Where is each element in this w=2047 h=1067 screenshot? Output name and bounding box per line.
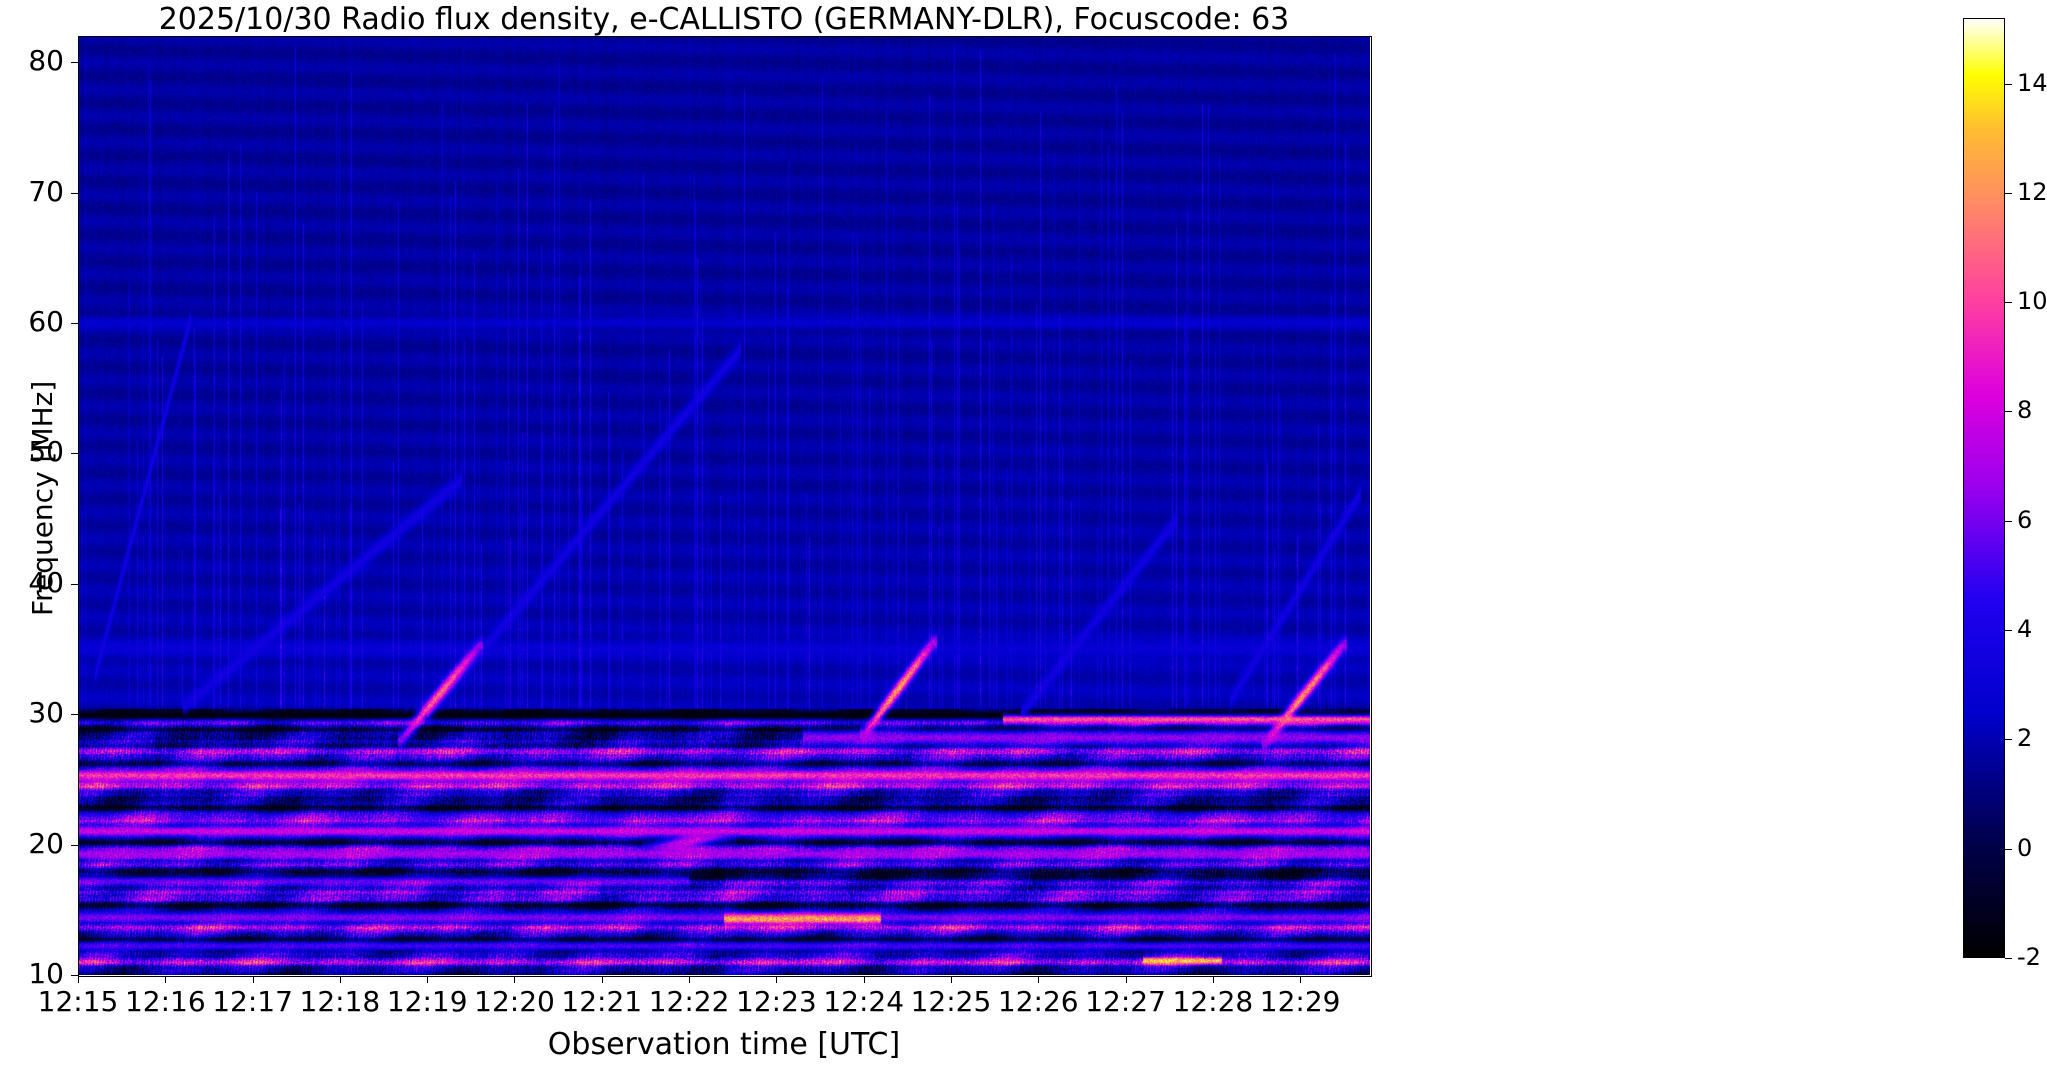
colorbar-tick-mark [2005,849,2012,850]
colorbar-tick-mark [2005,521,2012,522]
y-tick-mark [71,845,78,846]
x-tick-mark [340,976,341,983]
x-tick-mark [776,976,777,983]
y-axis-label: Frequency [MHz] [26,380,59,616]
colorbar-tick-mark [2005,193,2012,194]
x-tick-label: 12:17 [212,985,293,1018]
x-tick-mark [253,976,254,983]
colorbar-tick-label: 14 [2017,68,2047,97]
x-tick-mark [1038,976,1039,983]
spectrogram-plot[interactable] [78,36,1370,975]
colorbar-tick-mark [2005,411,2012,412]
colorbar-tick-label: 4 [2017,615,2033,644]
y-tick-mark [71,714,78,715]
x-tick-label: 12:16 [124,985,206,1018]
x-tick-label: 12:26 [997,985,1079,1018]
colorbar-tick-mark [2005,84,2012,85]
x-tick-label: 12:22 [648,985,730,1018]
x-tick-mark [864,976,865,983]
colorbar-tick-label: 2 [2017,724,2033,753]
colorbar-gradient [1964,19,2004,957]
colorbar-tick-label: 10 [2017,287,2047,316]
colorbar[interactable] [1963,18,2005,958]
x-axis-label: Observation time [UTC] [547,1027,901,1062]
y-tick-label: 20 [28,826,64,860]
y-tick-label: 10 [28,957,64,990]
colorbar-tick-label: -2 [2017,943,2041,971]
colorbar-tick-mark [2005,630,2012,631]
x-tick-mark [689,976,690,983]
x-tick-mark [427,976,428,983]
x-tick-mark [1213,976,1214,983]
x-tick-label: 12:28 [1172,985,1254,1018]
colorbar-tick-label: 0 [2017,833,2033,862]
colorbar-tick-label: 8 [2017,396,2033,425]
x-tick-label: 12:18 [299,985,381,1018]
x-tick-mark [951,976,952,983]
y-tick-mark [71,62,78,63]
x-tick-mark [1300,976,1301,983]
colorbar-tick-mark [2005,302,2012,303]
colorbar-tick-mark [2005,958,2012,959]
x-tick-mark [514,976,515,983]
x-tick-label: 12:27 [1085,985,1166,1018]
x-tick-label: 12:24 [823,985,905,1018]
y-tick-mark [71,975,78,976]
y-tick-label: 30 [28,696,64,730]
x-tick-label: 12:19 [386,985,468,1018]
x-tick-label: 12:15 [37,985,119,1018]
y-tick-label: 50 [28,435,64,469]
x-tick-mark [165,976,166,983]
y-tick-mark [71,193,78,194]
colorbar-tick-label: 12 [2017,177,2047,206]
x-tick-mark [602,976,603,983]
x-tick-label: 12:21 [561,985,643,1018]
y-tick-label: 60 [28,304,64,338]
colorbar-tick-mark [2005,739,2012,740]
y-tick-label: 80 [28,44,64,78]
x-tick-mark [1126,976,1127,983]
y-tick-mark [71,453,78,454]
x-tick-label: 12:23 [736,985,817,1018]
colorbar-tick-label: 6 [2017,505,2033,534]
x-tick-label: 12:29 [1259,985,1341,1018]
page-title: 2025/10/30 Radio flux density, e-CALLIST… [158,2,1290,37]
spectrogram-canvas[interactable] [78,36,1370,975]
x-tick-mark [78,976,79,983]
x-tick-label: 12:20 [474,985,555,1018]
y-tick-mark [71,323,78,324]
x-tick-label: 12:25 [910,985,992,1018]
y-tick-mark [71,584,78,585]
y-tick-label: 70 [28,174,64,208]
y-tick-label: 40 [28,565,64,599]
